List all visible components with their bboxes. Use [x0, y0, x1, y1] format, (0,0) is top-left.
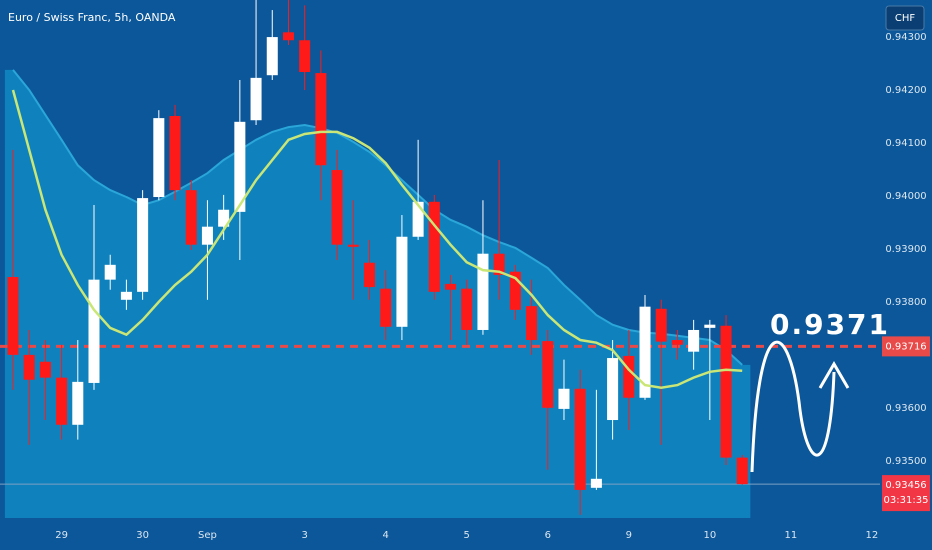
x-tick-label: 30 — [136, 530, 149, 541]
forecast-curve — [750, 340, 836, 473]
candle-body — [7, 277, 19, 355]
x-tick-label: 6 — [545, 530, 551, 541]
x-tick-label: 4 — [383, 530, 389, 541]
y-tick-label: 0.93500 — [885, 456, 926, 467]
candle-body — [72, 381, 84, 425]
x-tick-label: 9 — [626, 530, 632, 541]
candle-body — [623, 355, 635, 398]
candle-body — [299, 40, 311, 73]
candle-body — [655, 308, 667, 342]
x-tick-label: 29 — [55, 530, 68, 541]
current-price-box — [882, 475, 930, 512]
candle-body — [185, 190, 197, 245]
y-tick-label: 0.94100 — [885, 138, 926, 149]
candle-body — [282, 32, 294, 41]
x-tick-label: 11 — [784, 530, 797, 541]
currency-button[interactable] — [885, 5, 925, 31]
y-tick-label: 0.93900 — [885, 244, 926, 255]
y-tick-label: 0.93800 — [885, 297, 926, 308]
candle-body — [509, 271, 521, 310]
candle-body — [542, 341, 554, 408]
candle-body — [704, 324, 716, 328]
candle-body — [363, 262, 376, 288]
x-tick-label: Sep — [198, 530, 217, 541]
candle-body — [412, 201, 424, 237]
current-price-label: 0.93456 — [885, 480, 926, 491]
price-line-label: 0.93716 — [885, 341, 926, 352]
y-tick-label: 0.94200 — [885, 85, 926, 96]
average-line — [11, 89, 743, 389]
candle-body — [315, 73, 327, 166]
band-edge — [12, 69, 743, 366]
chart-title: Euro / Swiss Franc, 5h, OANDA — [8, 11, 176, 24]
candle-body — [39, 361, 51, 378]
candle-body — [396, 236, 408, 327]
candle-body — [331, 170, 343, 245]
candle-body — [201, 226, 213, 245]
candle-body — [671, 340, 683, 345]
candle-body — [153, 118, 165, 198]
candle-body — [736, 457, 748, 485]
candle-body — [477, 253, 489, 330]
annotation: 0.9371 — [770, 308, 890, 341]
candle-body — [234, 121, 246, 212]
candle-body — [428, 201, 440, 292]
x-tick-label: 10 — [703, 530, 716, 541]
x-tick-label: 3 — [301, 530, 307, 541]
candle-body — [445, 283, 457, 290]
y-tick-label: 0.94000 — [885, 191, 926, 202]
candle-body — [266, 37, 278, 76]
candle-body — [720, 325, 732, 458]
x-tick-label: 12 — [866, 530, 879, 541]
candle-body — [607, 358, 619, 421]
currency-label[interactable]: CHF — [895, 13, 916, 24]
candle-body — [88, 279, 100, 383]
forecast-arrow — [818, 361, 850, 389]
candle-body — [461, 288, 473, 330]
candle-body — [104, 264, 116, 280]
plot — [0, 0, 880, 519]
candle-body — [218, 209, 230, 227]
candle-body — [23, 354, 35, 380]
candle-body — [639, 306, 651, 398]
y-tick-label: 0.94300 — [885, 32, 926, 43]
candle-body — [169, 115, 181, 191]
candle-body — [250, 77, 262, 121]
candle-body — [590, 478, 602, 488]
candle-body — [137, 198, 149, 292]
candle-body — [347, 244, 359, 247]
x-tick-label: 5 — [464, 530, 470, 541]
countdown-label: 03:31:35 — [884, 495, 929, 506]
candle-body — [688, 329, 700, 352]
candle-body — [120, 291, 132, 300]
candle-body — [558, 388, 570, 409]
y-tick-label: 0.93600 — [885, 403, 926, 414]
candle-body — [574, 388, 586, 490]
price-line-label-box — [882, 336, 930, 357]
candle-body — [493, 253, 505, 275]
candle-body — [56, 377, 68, 425]
candle-body — [380, 288, 392, 327]
candle-body — [526, 306, 538, 341]
